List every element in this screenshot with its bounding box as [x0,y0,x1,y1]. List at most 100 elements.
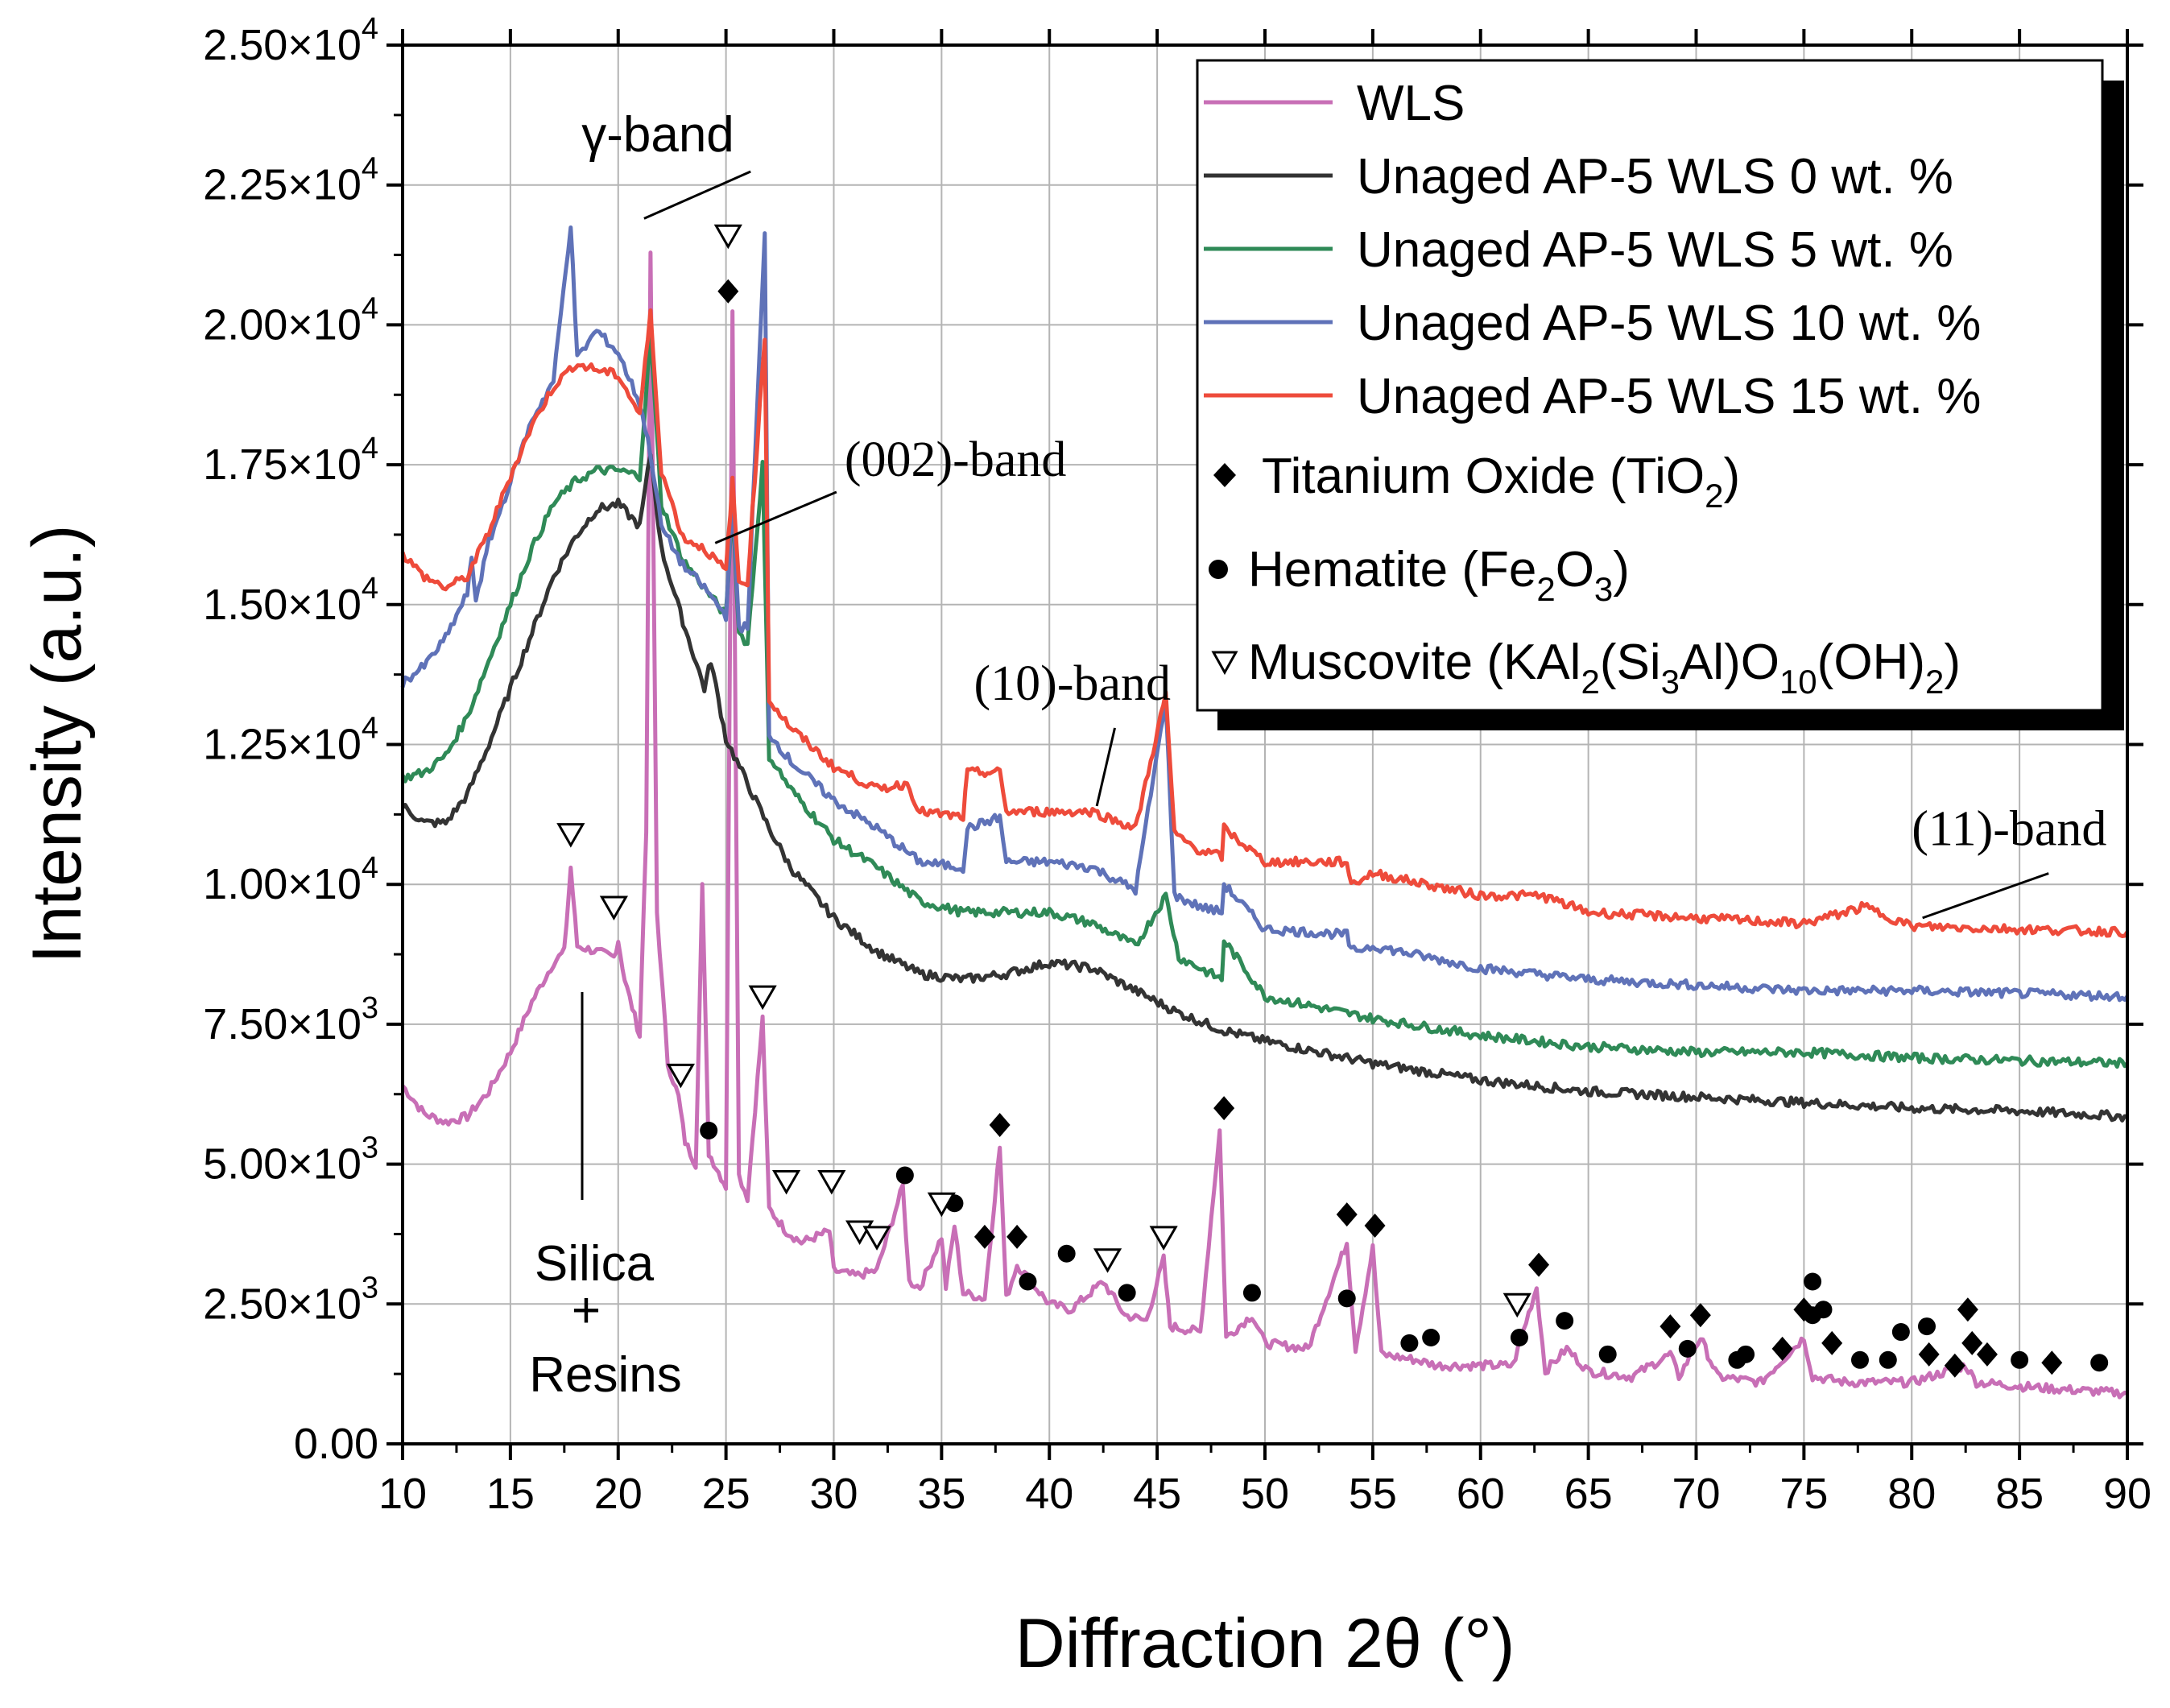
tio2-marker [1213,1096,1235,1121]
muscovite-marker [927,1192,956,1218]
x-tick-label: 75 [1779,1470,1828,1518]
legend-label-3: Unaged AP-5 WLS 10 wt. % [1357,296,1981,351]
legend-line-items: WLS Unaged AP-5 WLS 0 wt. % Unaged AP-5 WL… [1204,76,1981,424]
plus-label: + [572,1283,601,1338]
fe2o3-marker [1019,1272,1037,1291]
x-tick-label: 20 [594,1470,643,1518]
tio2-marker [1528,1252,1550,1277]
fe2o3-marker [1510,1328,1528,1346]
x-axis-label: Diffraction 2θ (°) [1015,1605,1515,1682]
legend-label-0: WLS [1357,76,1465,131]
series-lines [400,225,2130,1400]
y-tick-label: 2.00×104 [203,292,378,349]
fe2o3-marker [1917,1317,1936,1336]
y-tick-label: 5.00×103 [203,1131,378,1189]
muscovite-marker [556,823,585,848]
fe2o3-marker [1337,1289,1356,1308]
fe2o3-marker [895,1166,914,1185]
axes: 10 15 20 25 30 35 40 45 50 55 60 65 70 75 80 85 90 0.00 2.… [203,12,2151,1518]
legend-label-1: Unaged AP-5 WLS 0 wt. % [1357,149,1953,205]
muscovite-marker [1149,1226,1178,1251]
x-tick-label: 15 [486,1470,535,1518]
muscovite-marker [1502,1292,1531,1318]
tio2-marker [1660,1314,1681,1339]
y-tick-label: 1.75×104 [203,432,378,489]
tio2-marker [1771,1336,1793,1361]
x-tick-label: 25 [702,1470,750,1518]
x-tick-label: 45 [1133,1470,1181,1518]
fe2o3-marker [1891,1323,1910,1342]
legend-tio2-text: Titanium Oxide (TiO2) [1262,449,1740,515]
band-pointer-2 [1095,727,1116,807]
muscovite-marker [748,985,777,1011]
tio2-marker [989,1112,1011,1137]
x-tick-label: 10 [378,1470,427,1518]
x-tick-label: 80 [1887,1470,1936,1518]
fe2o3-marker [1678,1339,1697,1358]
tio2-marker [1961,1330,1983,1355]
muscovite-marker [1093,1248,1122,1273]
band-pointer-1 [714,490,837,544]
fe2o3-marker [1850,1350,1869,1369]
fe2o3-marker [1804,1272,1822,1291]
tio2-marker [2041,1350,2063,1375]
muscovite-marker [771,1169,801,1195]
tio2-marker [1364,1214,1386,1239]
x-tick-label: 70 [1672,1470,1720,1518]
muscovite-marker [666,1063,695,1089]
fe2o3-marker [700,1121,718,1139]
series-line-3 [400,225,2130,1003]
fe2o3-marker [1737,1345,1755,1363]
legend-tio2-marker [1213,463,1236,487]
x-tick-label: 40 [1025,1470,1073,1518]
phase-markers [556,224,2109,1378]
band-pointer-0 [643,170,751,220]
fe2o3-marker [1556,1312,1574,1330]
x-tick-label: 65 [1564,1470,1613,1518]
fe2o3-marker [1118,1284,1136,1302]
tio2-marker [973,1224,995,1249]
silica-resins-annotation: Silica + Resins [529,992,682,1403]
fe2o3-marker [2090,1354,2109,1372]
tio2-marker [1336,1202,1358,1227]
legend-box [1196,59,2104,712]
tio2-marker [1944,1353,1965,1378]
muscovite-marker [862,1226,891,1251]
band-pointer-3 [1922,872,2049,920]
tio2-marker [1821,1330,1843,1355]
legend-label-4: Unaged AP-5 WLS 15 wt. % [1357,369,1981,424]
x-tick-label: 50 [1241,1470,1289,1518]
y-tick-label: 0.00 [294,1420,378,1468]
x-tick-label: 30 [809,1470,858,1518]
fe2o3-marker [1879,1350,1897,1369]
fe2o3-marker [1400,1334,1419,1352]
legend-fe2o3-text: Hematite (Fe2O3) [1248,542,1630,608]
series-line-0 [401,250,2128,1400]
y-tick-label: 1.50×104 [203,572,378,629]
tio2-marker [1689,1303,1711,1328]
fe2o3-marker [1598,1345,1617,1363]
y-tick-label: 1.00×104 [203,851,378,908]
x-tick-label: 60 [1457,1470,1505,1518]
band-label-3: (11)-band [1912,802,2106,857]
x-tick-label: 35 [917,1470,965,1518]
fe2o3-marker [1804,1306,1822,1325]
x-tick-label: 85 [1995,1470,2044,1518]
muscovite-marker [817,1169,846,1195]
tio2-marker [1957,1297,1978,1322]
y-tick-label: 1.25×104 [203,712,378,769]
y-tick-label: 7.50×103 [203,991,378,1048]
legend-label-2: Unaged AP-5 WLS 5 wt. % [1357,222,1953,278]
band-label-0: γ-band [581,107,734,163]
resins-label: Resins [529,1347,682,1403]
y-axis-label: Intensity (a.u.) [19,525,96,964]
fe2o3-marker [1242,1284,1261,1302]
tio2-marker [1006,1224,1028,1249]
y-tick-label: 2.25×104 [203,152,378,209]
tio2-marker [1976,1342,1998,1367]
fe2o3-marker [1057,1244,1076,1263]
band-label-1: (002)-band [845,432,1066,487]
muscovite-marker [599,895,628,920]
legend-fe2o3-marker [1209,560,1228,579]
